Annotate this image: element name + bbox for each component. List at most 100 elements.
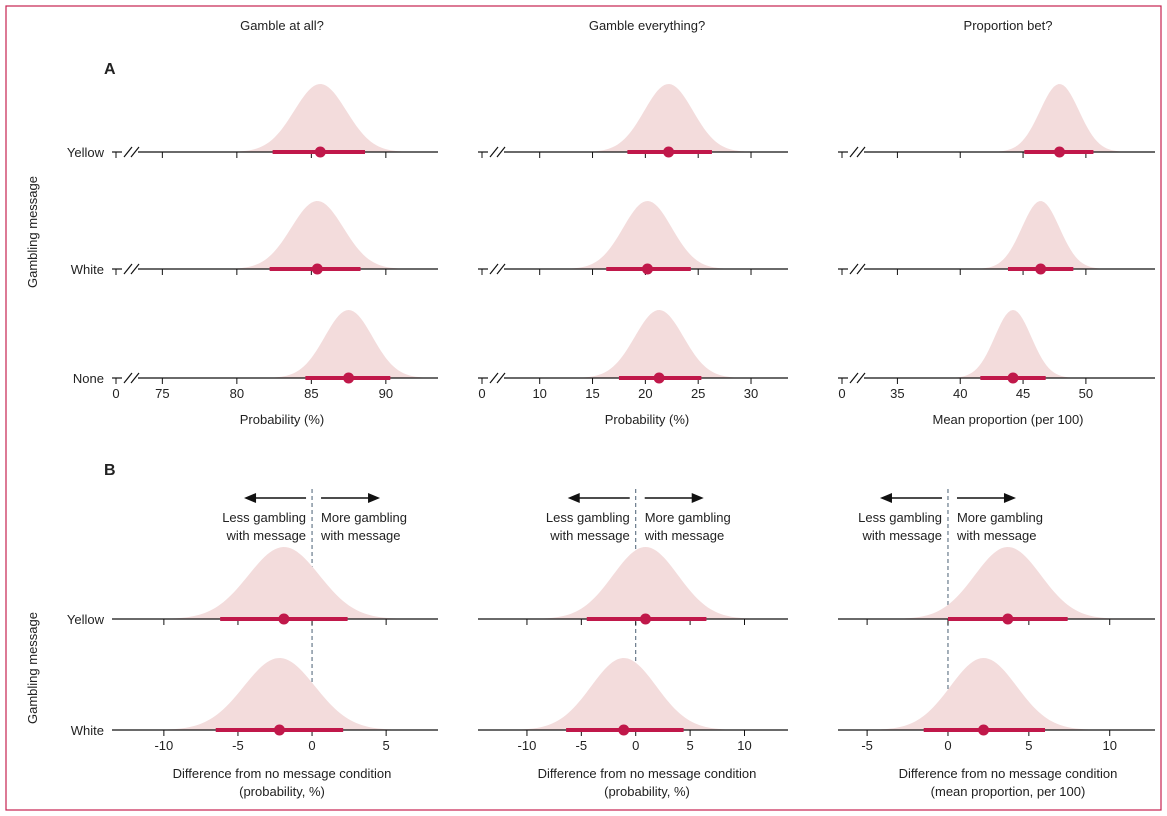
row-label-white: White: [71, 262, 104, 277]
annotation-more-gambling: More gambling: [645, 510, 731, 525]
panel-title: Gamble at all?: [240, 18, 324, 33]
x-axis-title: Difference from no message condition: [538, 766, 757, 781]
axis-break-mark: [130, 263, 140, 275]
tick-label: 40: [953, 386, 967, 401]
density-white: [508, 201, 788, 269]
axis-break-mark: [130, 372, 140, 384]
static-labels: A B Gambling message Gambling message: [25, 61, 116, 724]
annotation-less-gambling: Less gambling: [222, 510, 306, 525]
axis-break-mark: [496, 372, 506, 384]
tick-label: 50: [1079, 386, 1093, 401]
point-estimate-white: [1035, 263, 1047, 275]
axis-break-mark: [856, 146, 866, 158]
axis-break-mark: [489, 263, 499, 275]
tick-label: 45: [1016, 386, 1030, 401]
panel-3: Proportion bet? 35 40 45 50 0 Mean proportion …: [838, 18, 1155, 427]
x-axis-title: (probability, %): [604, 784, 690, 799]
annotation-more-gambling: More gambling: [321, 510, 407, 525]
axis-break-mark: [130, 146, 140, 158]
density-white: [838, 658, 1155, 730]
annotation-more-gambling: with message: [956, 528, 1036, 543]
panel-title: Gamble everything?: [589, 18, 705, 33]
row-label-yellow: Yellow: [67, 145, 105, 160]
annotation-more-gambling: More gambling: [957, 510, 1043, 525]
point-estimate-white: [641, 263, 653, 275]
density-none: [140, 310, 438, 378]
tick-label: 15: [585, 386, 599, 401]
annotation-more-gambling: with message: [320, 528, 400, 543]
tick-label: 75: [155, 386, 169, 401]
axis-break-mark: [123, 146, 133, 158]
annotation-less-gambling: with message: [861, 528, 941, 543]
point-estimate-white: [978, 724, 990, 736]
tick-label: 30: [744, 386, 758, 401]
tick-label: 25: [691, 386, 705, 401]
density-yellow: [478, 547, 788, 619]
point-estimate-white: [273, 724, 285, 736]
x-axis-title: (mean proportion, per 100): [931, 784, 1086, 799]
tick-label: 10: [532, 386, 546, 401]
annotation-less-gambling: Less gambling: [546, 510, 630, 525]
density-white: [112, 658, 438, 730]
section-label-b: B: [104, 462, 116, 479]
arrow-less-gambling: [879, 493, 942, 503]
tick-label: 35: [890, 386, 904, 401]
panel-2: Gamble everything? 10 15 20 25 30 0 Probability…: [478, 18, 788, 427]
x-axis-title: Probability (%): [605, 412, 690, 427]
density-white: [478, 658, 788, 730]
annotation-more-gambling: with message: [644, 528, 724, 543]
arrow-less-gambling: [244, 493, 307, 503]
tick-label: 0: [632, 738, 639, 753]
arrow-more-gambling: [644, 493, 704, 503]
point-estimate-yellow: [1002, 613, 1014, 625]
density-yellow: [866, 84, 1155, 152]
x-axis-title: Mean proportion (per 100): [932, 412, 1083, 427]
tick-label: 0: [944, 738, 951, 753]
tick-label: 80: [230, 386, 244, 401]
arrow-more-gambling: [321, 493, 381, 503]
point-estimate-white: [618, 724, 630, 736]
tick-label: 85: [304, 386, 318, 401]
tick-label: -5: [861, 738, 873, 753]
row-label-white: White: [71, 723, 104, 738]
tick-label: 90: [379, 386, 393, 401]
density-yellow: [112, 547, 438, 619]
axis-break-mark: [849, 263, 859, 275]
tick-label-zero: 0: [112, 386, 119, 401]
point-estimate-none: [653, 372, 665, 384]
tick-label-zero: 0: [838, 386, 845, 401]
point-estimate-white: [311, 263, 323, 275]
axis-break-mark: [123, 263, 133, 275]
point-estimate-none: [343, 372, 355, 384]
axis-break-mark: [849, 146, 859, 158]
point-estimate-yellow: [1054, 146, 1066, 158]
density-none: [866, 310, 1155, 378]
density-yellow: [838, 547, 1155, 619]
tick-label: -5: [576, 738, 588, 753]
point-estimate-yellow: [278, 613, 290, 625]
arrow-less-gambling: [567, 493, 630, 503]
axis-break-mark: [496, 146, 506, 158]
panel-4: Yellow White -10 -5 0 5 Difference from no mes…: [67, 489, 438, 799]
section-label-a: A: [104, 61, 116, 78]
x-axis-title: (probability, %): [239, 784, 325, 799]
point-estimate-yellow: [663, 146, 675, 158]
density-none: [508, 310, 788, 378]
figure-frame: [5, 5, 1162, 811]
x-axis-title: Probability (%): [240, 412, 325, 427]
tick-label: -10: [518, 738, 537, 753]
axis-break-mark: [123, 372, 133, 384]
tick-label: 0: [308, 738, 315, 753]
tick-label: 10: [737, 738, 751, 753]
density-white: [140, 201, 438, 269]
tick-label: 5: [383, 738, 390, 753]
x-axis-title: Difference from no message condition: [173, 766, 392, 781]
tick-label: 20: [638, 386, 652, 401]
point-estimate-yellow: [640, 613, 652, 625]
tick-label: 5: [686, 738, 693, 753]
row-label-none: None: [73, 371, 104, 386]
axis-break-mark: [489, 146, 499, 158]
panels: Gamble at all? Yellow White None 75 80 85 90 0 Pr…: [67, 18, 1155, 799]
